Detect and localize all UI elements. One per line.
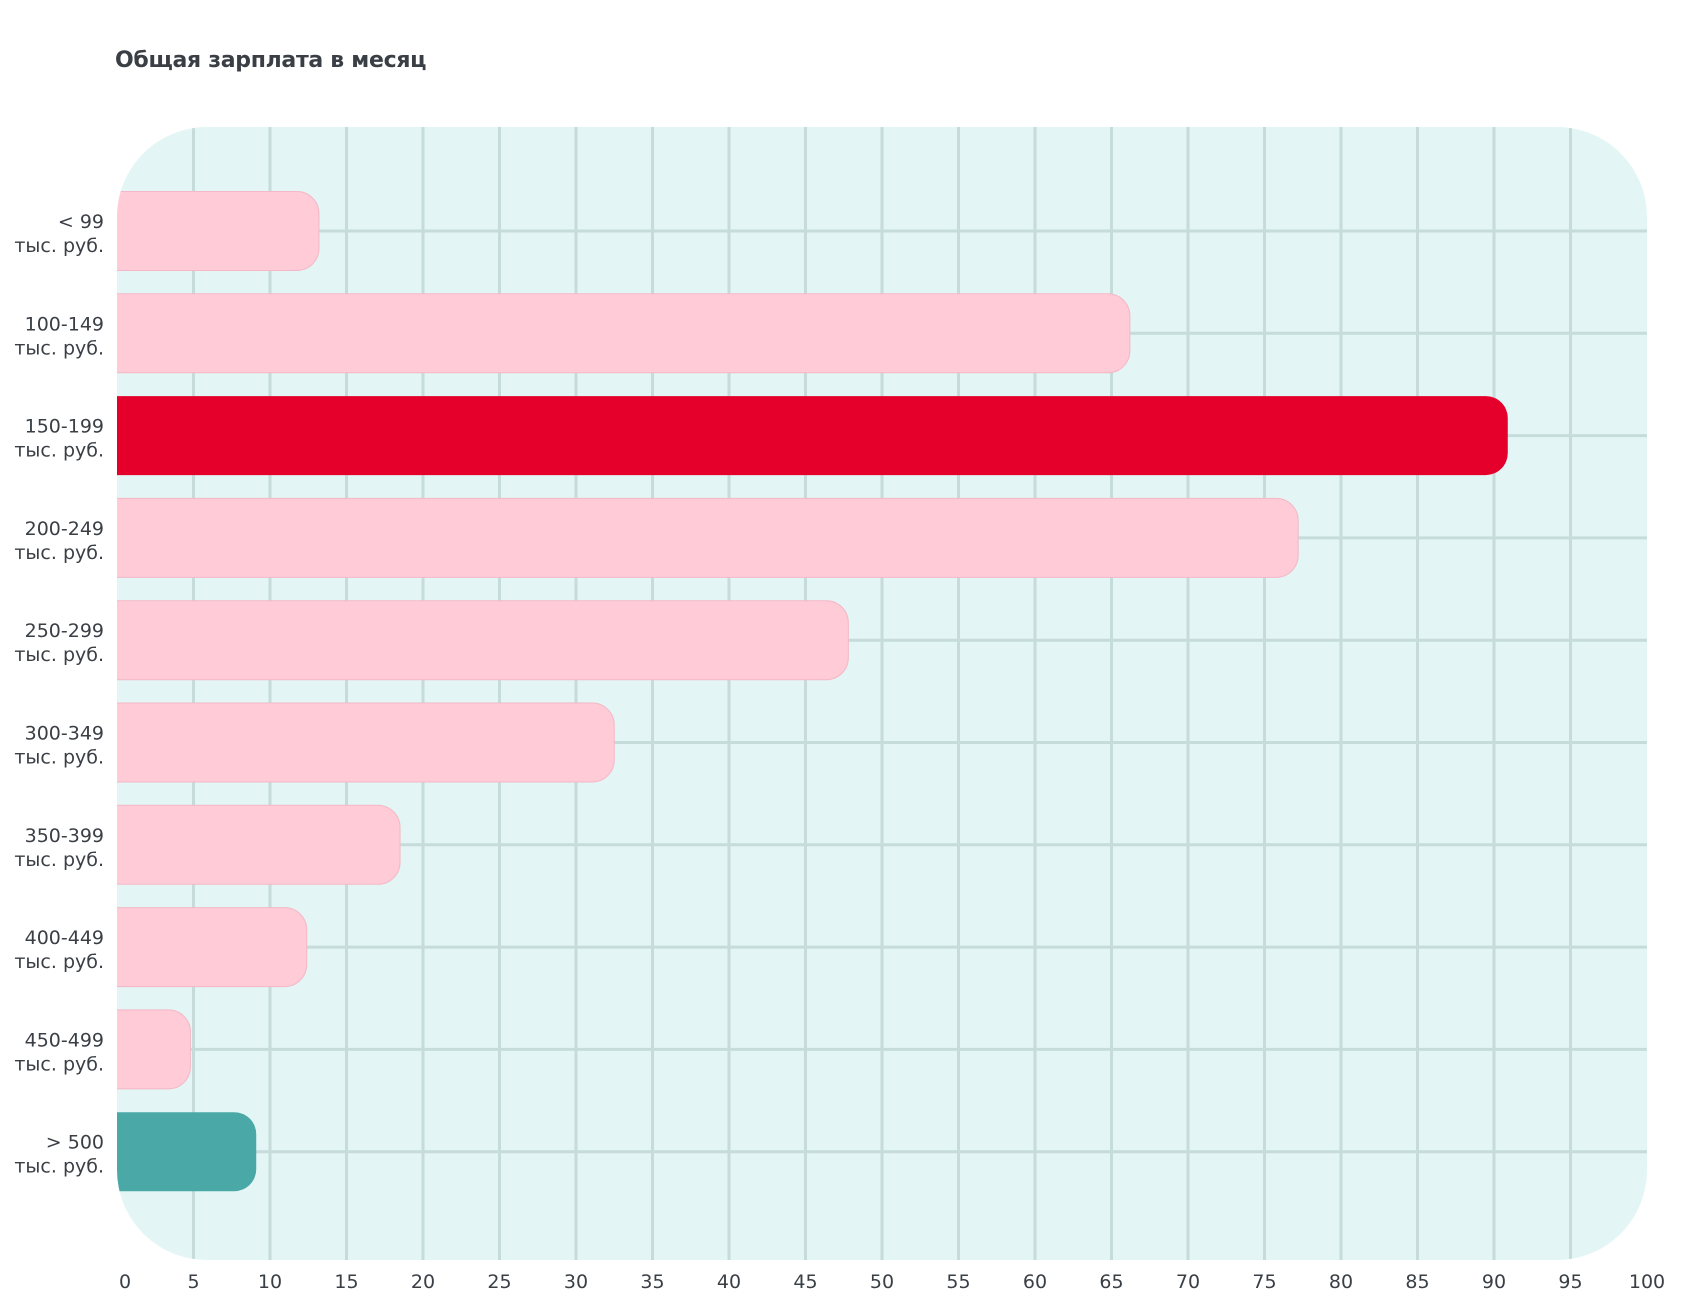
x-tick-label: 40 <box>717 1271 741 1293</box>
x-tick-label: 5 <box>187 1271 199 1293</box>
x-axis-labels: 0 5 10 15 20 25 30 35 40 45 50 55 60 65 70 75 80 85 90 95 10… <box>119 1271 1665 1293</box>
y-category-label-line1: 300-349 <box>25 723 104 745</box>
y-category-label-line2: тыс. руб. <box>14 440 104 462</box>
bar-5 <box>117 702 615 783</box>
bar-1 <box>117 293 1131 374</box>
y-category-label-line2: тыс. руб. <box>14 542 104 564</box>
bar-9 <box>117 1112 257 1192</box>
y-category-label-line1: > 500 <box>46 1132 104 1154</box>
y-category-label-line1: 350-399 <box>25 825 104 847</box>
x-tick-label: 85 <box>1405 1271 1429 1293</box>
x-tick-label: 15 <box>334 1271 358 1293</box>
x-tick-label: 30 <box>564 1271 588 1293</box>
y-category-label-line2: тыс. руб. <box>14 337 104 359</box>
bar-0 <box>117 191 320 271</box>
y-category-label-line2: тыс. руб. <box>14 235 104 257</box>
y-category-label-line2: тыс. руб. <box>14 644 104 666</box>
x-tick-label: 25 <box>487 1271 511 1293</box>
x-tick-label: 60 <box>1023 1271 1047 1293</box>
y-category-label-line1: 400-449 <box>25 927 104 949</box>
x-tick-label: 80 <box>1329 1271 1353 1293</box>
x-tick-label: 100 <box>1629 1271 1665 1293</box>
y-category-label-line2: тыс. руб. <box>14 1053 104 1075</box>
y-category-label-line1: 150-199 <box>25 416 104 438</box>
bar-4 <box>117 600 849 681</box>
bar-3 <box>117 497 1299 578</box>
x-tick-label: 75 <box>1252 1271 1276 1293</box>
bar-7 <box>117 907 308 988</box>
y-category-label-line1: 250-299 <box>25 620 104 642</box>
x-tick-label: 65 <box>1099 1271 1123 1293</box>
y-category-label-line2: тыс. руб. <box>14 849 104 871</box>
x-tick-label: 90 <box>1482 1271 1506 1293</box>
bars-group <box>117 191 1508 1192</box>
x-tick-label: 45 <box>793 1271 817 1293</box>
bar-8 <box>117 1009 191 1090</box>
y-category-label-line1: 100-149 <box>25 313 104 335</box>
x-tick-label: 10 <box>258 1271 282 1293</box>
y-category-label-line1: 200-249 <box>25 518 104 540</box>
x-tick-label: 70 <box>1176 1271 1200 1293</box>
y-category-label-line1: 450-499 <box>25 1029 104 1051</box>
y-category-label-line2: тыс. руб. <box>14 1156 104 1178</box>
y-category-label-line2: тыс. руб. <box>14 747 104 769</box>
x-tick-label: 20 <box>411 1271 435 1293</box>
x-tick-label: 50 <box>870 1271 894 1293</box>
x-tick-label: 35 <box>640 1271 664 1293</box>
chart-title: Общая зарплата в месяц <box>115 48 427 73</box>
x-tick-label: 0 <box>119 1271 131 1293</box>
y-category-label-line2: тыс. руб. <box>14 951 104 973</box>
y-category-label-line1: < 99 <box>58 211 104 233</box>
bar-2 <box>117 396 1508 476</box>
x-tick-label: 95 <box>1558 1271 1582 1293</box>
bar-6 <box>117 804 401 885</box>
x-tick-label: 55 <box>946 1271 970 1293</box>
